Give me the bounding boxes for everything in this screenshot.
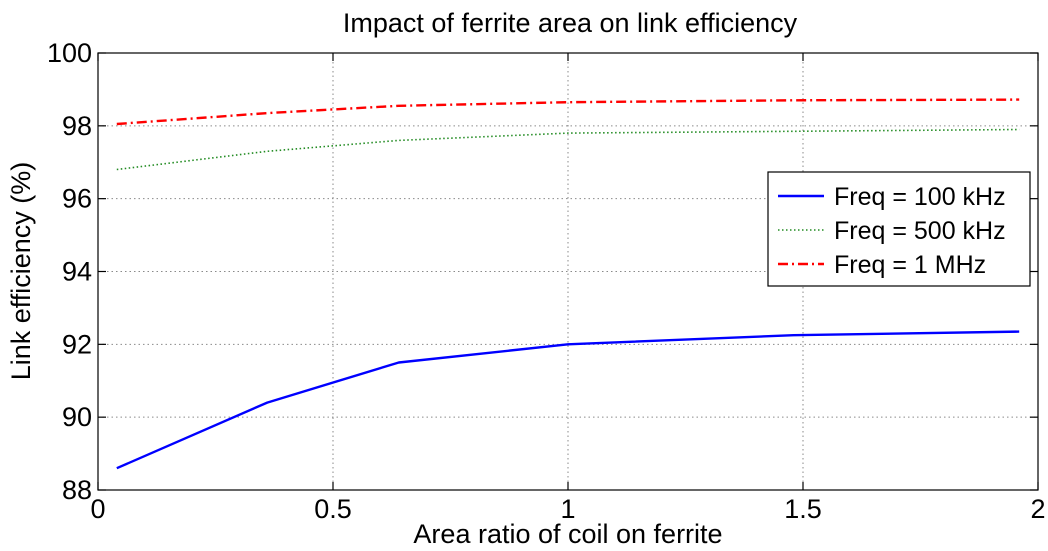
series-line-0 bbox=[116, 330, 1020, 470]
legend: Freq = 100 kHz Freq = 500 kHz Freq = 1 MHz bbox=[767, 171, 1031, 287]
x-tick-label: 2 bbox=[1030, 494, 1045, 524]
axis-ticks: 0 0.5 1 1.5 2 88 90 92 94 96 98 100 bbox=[47, 38, 1046, 524]
y-tick-label: 96 bbox=[62, 184, 92, 214]
series-line-2 bbox=[116, 98, 1020, 126]
chart-title: Impact of ferrite area on link efficienc… bbox=[343, 8, 798, 38]
x-axis-label: Area ratio of coil on ferrite bbox=[413, 519, 722, 549]
y-axis-label: Link efficiency (%) bbox=[6, 162, 36, 381]
x-tick-label: 1.5 bbox=[784, 494, 822, 524]
legend-box bbox=[767, 171, 1031, 287]
legend-label: Freq = 1 MHz bbox=[834, 251, 986, 279]
y-tick-label: 100 bbox=[47, 38, 92, 68]
y-tick-label: 94 bbox=[62, 257, 92, 287]
data-series bbox=[116, 98, 1020, 470]
y-tick-label: 92 bbox=[62, 329, 92, 359]
legend-label: Freq = 100 kHz bbox=[834, 183, 1006, 211]
x-tick-label: 1 bbox=[560, 494, 575, 524]
y-tick-label: 88 bbox=[62, 475, 92, 505]
y-tick-label: 90 bbox=[62, 402, 92, 432]
series-line-1 bbox=[116, 128, 1020, 171]
legend-label: Freq = 500 kHz bbox=[834, 217, 1006, 245]
y-tick-label: 98 bbox=[62, 111, 92, 141]
x-tick-label: 0.5 bbox=[314, 494, 352, 524]
x-tick-label: 0 bbox=[90, 494, 105, 524]
